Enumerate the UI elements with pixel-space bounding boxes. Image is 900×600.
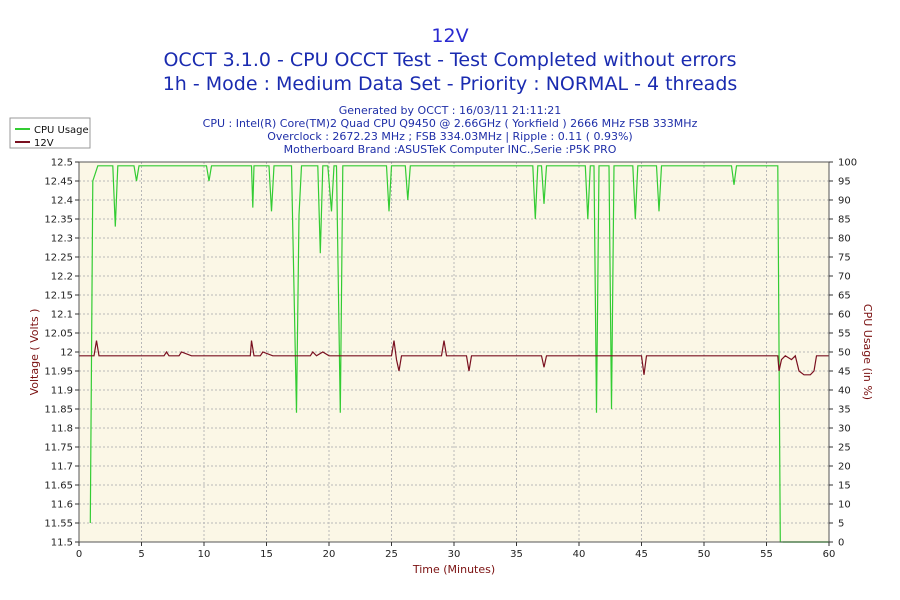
- y-right-tick-label: 60: [838, 310, 851, 321]
- chart-title: 12V: [431, 25, 469, 47]
- y-left-tick-label: 11.5: [51, 538, 73, 549]
- x-tick-label: 25: [385, 549, 398, 560]
- y-left-tick-label: 12.3: [51, 234, 73, 245]
- info-motherboard: Motherboard Brand :ASUSTeK Computer INC.…: [283, 143, 617, 156]
- y-right-tick-label: 70: [838, 272, 851, 283]
- y-left-tick-label: 11.9: [51, 386, 73, 397]
- y-left-tick-label: 11.75: [44, 443, 73, 454]
- info-generated: Generated by OCCT : 16/03/11 21:11:21: [338, 104, 562, 117]
- y-left-tick-label: 12.35: [44, 215, 73, 226]
- x-tick-label: 40: [573, 549, 586, 560]
- y-right-tick-label: 40: [838, 386, 851, 397]
- x-tick-label: 30: [448, 549, 461, 560]
- y-left-tick-label: 11.6: [51, 500, 73, 511]
- y-axis-right-label: CPU Usage (in %): [861, 304, 874, 400]
- y-right-tick-label: 10: [838, 500, 851, 511]
- y-left-tick-label: 11.85: [44, 405, 73, 416]
- x-tick-label: 5: [138, 549, 144, 560]
- y-left-tick-label: 12.15: [44, 291, 73, 302]
- tick-labels: 0 5 10 15 20 25 30 35 40 45 50 55 6011.511.5511.611.…: [44, 158, 857, 561]
- chart-subtitle-test: OCCT 3.1.0 - CPU OCCT Test - Test Comple…: [163, 49, 737, 71]
- x-tick-label: 55: [760, 549, 773, 560]
- y-right-tick-label: 90: [838, 196, 851, 207]
- y-axis-left-label: Voltage ( Volts ): [28, 309, 41, 396]
- y-left-tick-label: 12.1: [51, 310, 73, 321]
- y-left-tick-label: 11.55: [44, 519, 73, 530]
- x-tick-label: 35: [510, 549, 523, 560]
- y-right-tick-label: 5: [838, 519, 844, 530]
- x-axis-label: Time (Minutes): [412, 563, 495, 576]
- x-tick-label: 60: [823, 549, 836, 560]
- y-right-tick-label: 100: [838, 158, 857, 169]
- y-right-tick-label: 80: [838, 234, 851, 245]
- y-right-tick-label: 25: [838, 443, 851, 454]
- info-cpu: CPU : Intel(R) Core(TM)2 Quad CPU Q9450 …: [202, 117, 698, 130]
- series-line-cpu-usage: [89, 165, 829, 543]
- y-right-tick-label: 30: [838, 424, 851, 435]
- y-left-tick-label: 12.4: [51, 196, 73, 207]
- x-tick-label: 45: [635, 549, 648, 560]
- y-left-tick-label: 12.45: [44, 177, 73, 188]
- legend-label-cpu-usage: CPU Usage: [34, 125, 89, 136]
- y-right-tick-label: 35: [838, 405, 851, 416]
- y-left-tick-label: 11.65: [44, 481, 73, 492]
- x-tick-label: 50: [698, 549, 711, 560]
- info-overclock: Overclock : 2672.23 MHz ; FSB 334.03MHz …: [267, 130, 633, 143]
- y-right-tick-label: 95: [838, 177, 851, 188]
- y-right-tick-label: 15: [838, 481, 851, 492]
- y-left-tick-label: 11.95: [44, 367, 73, 378]
- x-tick-label: 10: [198, 549, 211, 560]
- y-left-tick-label: 12.25: [44, 253, 73, 264]
- y-left-tick-label: 12.5: [51, 158, 73, 169]
- y-right-tick-label: 75: [838, 253, 851, 264]
- y-left-tick-label: 12.05: [44, 329, 73, 340]
- y-left-tick-label: 11.7: [51, 462, 73, 473]
- y-right-tick-label: 65: [838, 291, 851, 302]
- x-tick-label: 0: [76, 549, 82, 560]
- series-line-12v: [79, 340, 829, 376]
- y-right-tick-label: 0: [838, 538, 844, 549]
- legend-label-12v: 12V: [34, 138, 54, 149]
- y-right-tick-label: 45: [838, 367, 851, 378]
- x-tick-label: 20: [323, 549, 336, 560]
- y-right-tick-label: 85: [838, 215, 851, 226]
- legend: CPU Usage 12V: [9, 117, 91, 149]
- y-left-tick-label: 12: [60, 348, 73, 359]
- y-right-tick-label: 20: [838, 462, 851, 473]
- chart-subtitle-mode: 1h - Mode : Medium Data Set - Priority :…: [162, 73, 738, 95]
- y-right-tick-label: 55: [838, 329, 851, 340]
- y-left-tick-label: 12.2: [51, 272, 73, 283]
- y-right-tick-label: 50: [838, 348, 851, 359]
- y-left-tick-label: 11.8: [51, 424, 73, 435]
- x-tick-label: 15: [260, 549, 273, 560]
